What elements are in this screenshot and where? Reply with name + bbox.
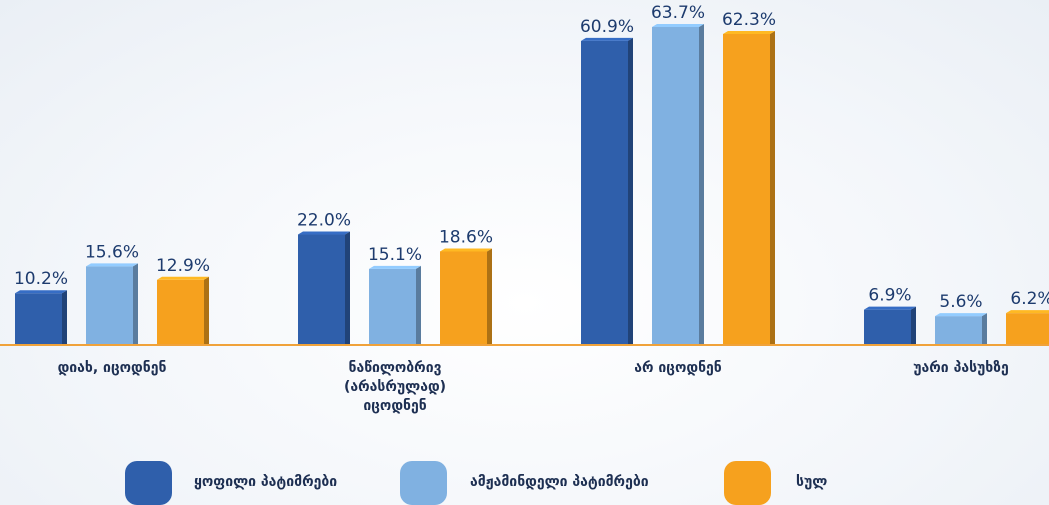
bar-side xyxy=(699,24,704,344)
x-tick-label-line: (არასრულად) xyxy=(344,379,446,395)
legend-label: სულ xyxy=(796,474,827,490)
value-label: 15.6% xyxy=(85,242,139,262)
bar-side xyxy=(628,37,633,344)
bar-top xyxy=(581,37,633,41)
bar xyxy=(440,251,492,344)
value-label: 12.9% xyxy=(156,256,210,276)
value-label: 18.6% xyxy=(439,227,493,247)
bar xyxy=(723,33,775,344)
bar-side xyxy=(416,265,421,344)
value-label: 6.9% xyxy=(868,286,911,306)
value-label: 5.6% xyxy=(939,292,982,312)
x-tick-label: უარი პასუხზე xyxy=(913,360,1009,376)
bar xyxy=(157,279,209,344)
legend-swatch xyxy=(400,461,447,505)
x-tick-label: არ იცოდნენ xyxy=(634,360,722,376)
value-label: 15.1% xyxy=(368,245,422,265)
bar-top xyxy=(298,231,350,235)
bar xyxy=(864,309,916,344)
legend-label: ამჟამინდელი პატიმრები xyxy=(470,474,649,490)
bar-side xyxy=(345,231,350,344)
bar-side xyxy=(982,313,987,344)
value-label: 6.2% xyxy=(1010,289,1049,309)
value-label: 62.3% xyxy=(722,10,776,30)
bar xyxy=(652,27,704,344)
bar-top xyxy=(723,30,775,34)
x-tick-label-line: ნაწილობრივ xyxy=(349,360,442,376)
bar xyxy=(86,266,138,344)
bar-top xyxy=(935,313,987,317)
bar-top xyxy=(369,265,421,269)
legend-swatch xyxy=(125,461,172,505)
bar xyxy=(298,234,350,344)
bar-side xyxy=(204,276,209,344)
value-label: 63.7% xyxy=(651,3,705,23)
bar xyxy=(15,293,67,344)
bar-side xyxy=(911,306,916,344)
bar xyxy=(935,316,987,344)
bar-top xyxy=(86,263,138,267)
x-tick-label: ნაწილობრივ (არასრულად) იცოდნენ xyxy=(344,360,446,414)
bar-top xyxy=(652,24,704,27)
legend-label: ყოფილი პატიმრები xyxy=(194,474,337,490)
bar-top xyxy=(864,306,916,310)
bar xyxy=(1006,313,1049,344)
x-tick-label-line: იცოდნენ xyxy=(363,398,426,414)
bar-side xyxy=(62,290,67,344)
bar-side xyxy=(770,30,775,344)
bar-side xyxy=(487,248,492,344)
value-label: 22.0% xyxy=(297,211,351,231)
value-label: 60.9% xyxy=(580,17,634,37)
bar-side xyxy=(133,263,138,344)
x-tick-label: დიახ, იცოდნენ xyxy=(58,360,167,376)
legend-swatch xyxy=(724,461,771,505)
bar xyxy=(369,268,421,344)
bar xyxy=(581,40,633,344)
value-label: 10.2% xyxy=(14,269,68,289)
bar-top xyxy=(157,276,209,280)
bar-top xyxy=(440,248,492,252)
bar-top xyxy=(1006,310,1049,314)
bar-top xyxy=(15,290,67,294)
